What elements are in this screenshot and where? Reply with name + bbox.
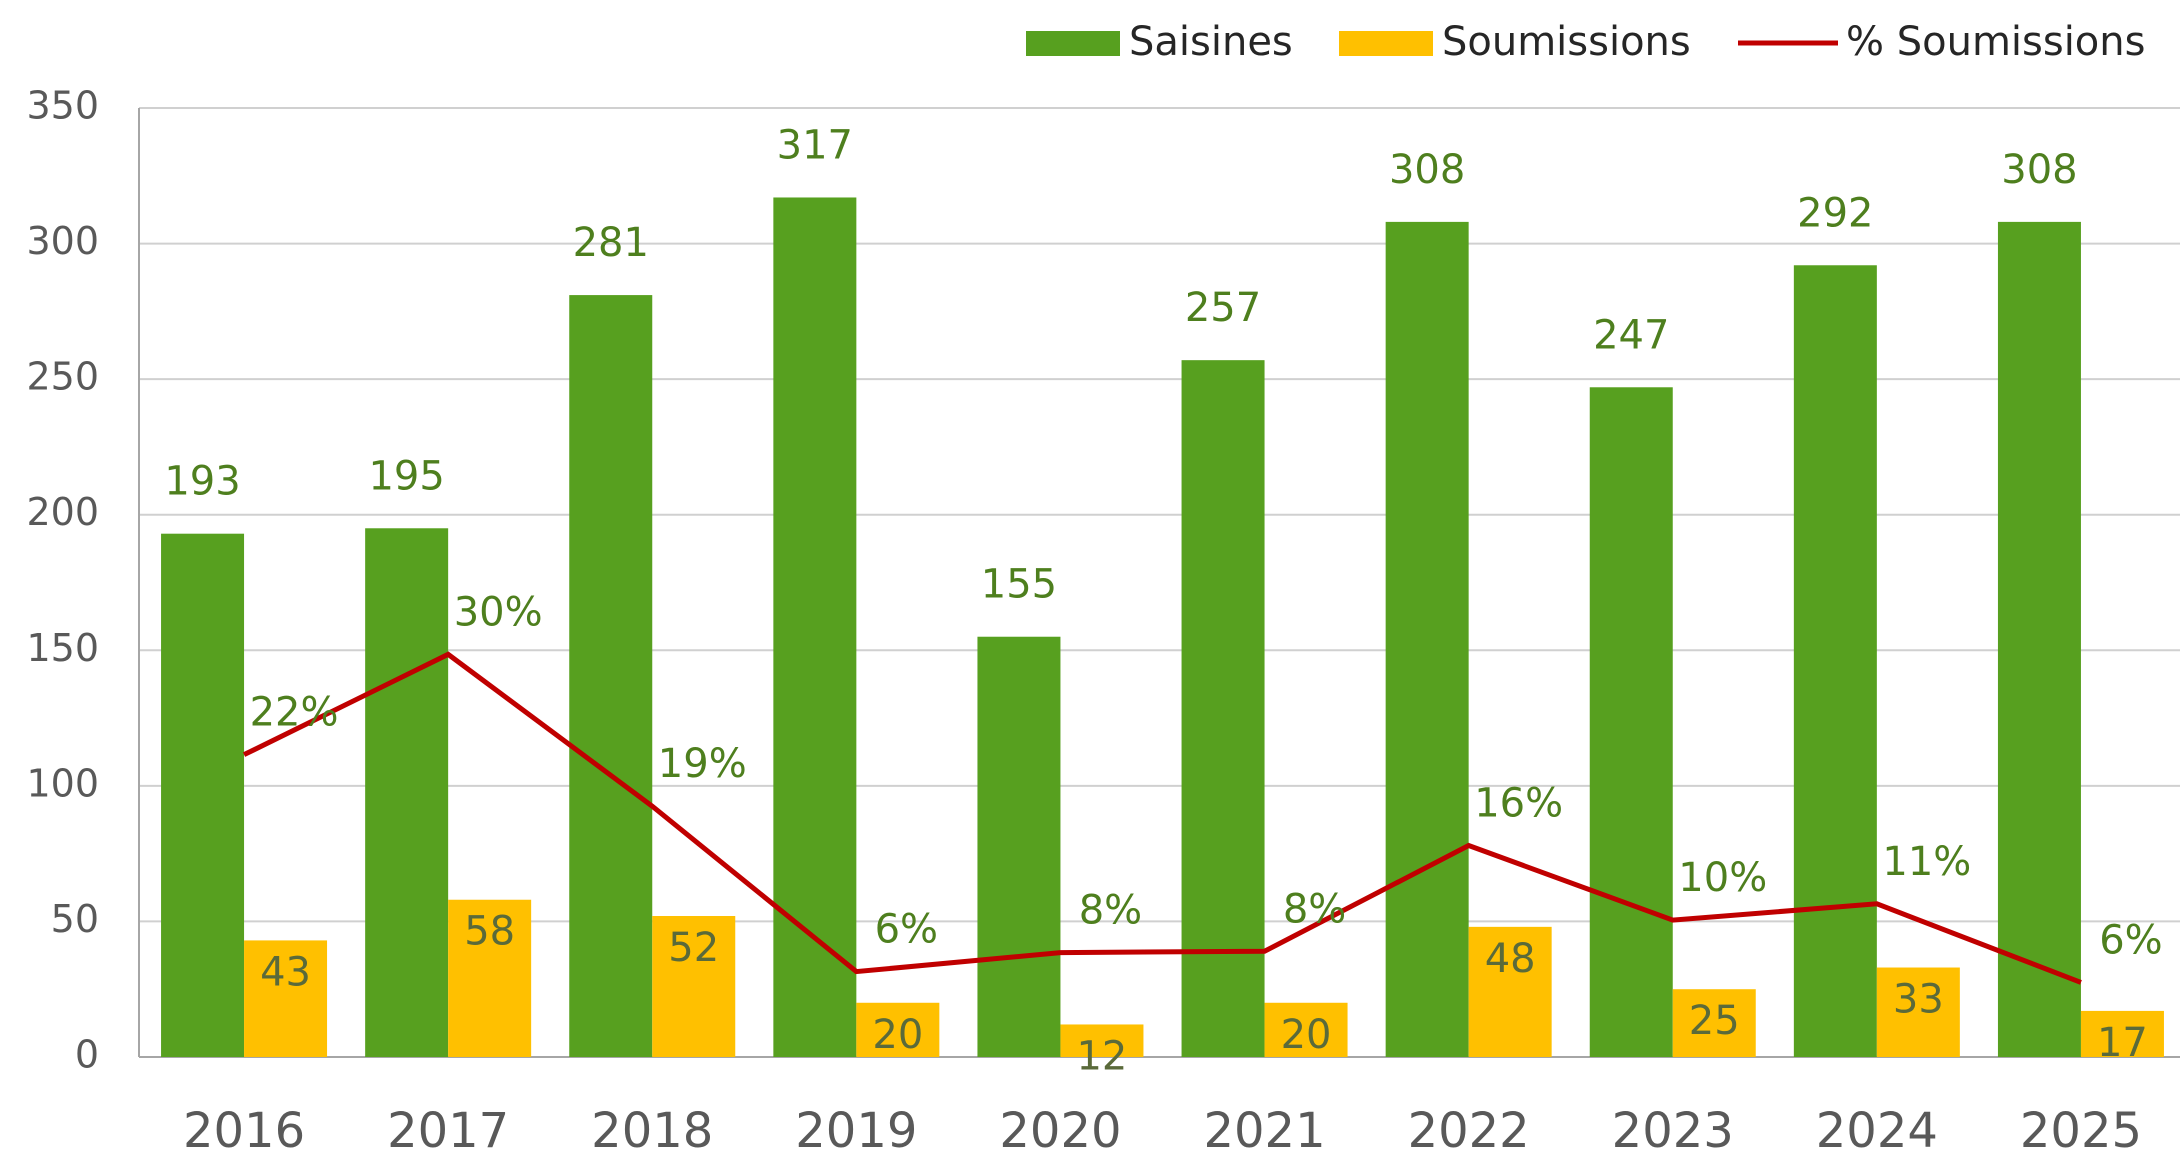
data-label: 317 [777,122,853,168]
data-label: 308 [2001,147,2077,193]
data-label: 6% [2099,917,2162,963]
legend-swatch [1026,31,1120,56]
bar [1672,989,1756,1057]
x-tick-label: 2021 [1203,1103,1325,1156]
bar [365,528,449,1057]
data-label: 10% [1678,855,1767,901]
y-tick-label: 0 [75,1033,99,1077]
x-tick-label: 2023 [1612,1103,1734,1156]
data-label: 195 [368,453,444,499]
data-label: 52 [668,925,719,971]
x-tick-label: 2022 [1408,1103,1530,1156]
data-label: 17 [2097,1020,2148,1066]
bar [652,916,736,1057]
bar [2080,1010,2164,1057]
legend-label: % Soumissions [1846,19,2145,65]
data-label: 193 [164,459,240,505]
data-label: 8% [1283,886,1346,932]
data-label: 308 [1389,147,1465,193]
bar [1060,1024,1144,1057]
x-tick-label: 2017 [387,1103,509,1156]
data-label: 20 [872,1012,923,1058]
bar [1997,221,2081,1057]
bar [1793,265,1877,1058]
bar [1385,221,1469,1057]
bar [161,533,245,1057]
data-label: 22% [250,690,339,736]
bar [569,295,653,1057]
data-label: 281 [573,220,649,266]
bar [1876,967,1960,1057]
data-label: 257 [1185,285,1261,331]
bar [1468,926,1552,1057]
data-label: 11% [1882,839,1971,885]
y-tick-label: 50 [51,897,99,941]
data-label: 25 [1689,998,1740,1044]
bar [1589,387,1673,1058]
bar [977,636,1061,1057]
bar [856,1002,940,1057]
bar [244,940,328,1057]
x-tick-label: 2024 [1816,1103,1938,1156]
y-tick-label: 250 [26,355,99,399]
y-tick-label: 150 [26,626,99,670]
data-label: 292 [1797,190,1873,236]
bar [1264,1002,1348,1057]
line [242,651,2082,985]
data-label: 20 [1281,1012,1332,1058]
legend-label: Soumissions [1442,19,1691,65]
data-label: 6% [875,907,938,953]
data-label: 12 [1076,1033,1127,1079]
bar [1181,360,1265,1058]
x-tick-label: 2018 [591,1103,713,1156]
data-label: 33 [1893,977,1944,1023]
x-tick-label: 2016 [183,1103,305,1156]
data-label: 19% [658,741,747,787]
data-label: 58 [464,909,515,955]
y-tick-label: 200 [26,490,99,534]
bar [773,197,857,1057]
legend-label: Saisines [1129,19,1293,65]
x-tick-label: 2020 [999,1103,1121,1156]
x-tick-label: 2025 [2020,1103,2142,1156]
data-label: 8% [1079,888,1142,934]
y-tick-label: 350 [26,84,99,128]
data-label: 155 [981,562,1057,608]
data-label: 48 [1485,936,1536,982]
y-tick-label: 100 [26,761,99,805]
data-label: 16% [1474,781,1563,827]
x-tick-label: 2019 [795,1103,917,1156]
data-label: 30% [454,589,543,635]
data-label: 43 [260,949,311,995]
y-tick-label: 300 [26,219,99,263]
bar [448,899,532,1057]
legend-swatch [1339,31,1433,56]
data-label: 247 [1593,312,1669,358]
